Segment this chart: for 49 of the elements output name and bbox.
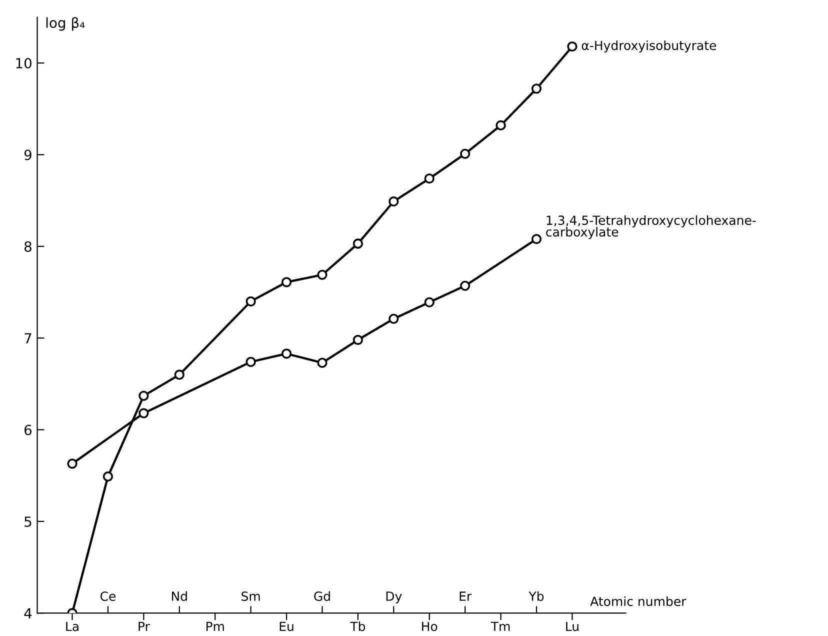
x-tick-label: Er	[460, 592, 472, 601]
x-tick-label: Nd	[172, 591, 187, 601]
y-tick-label: 8	[24, 241, 32, 252]
point	[424, 173, 434, 184]
point	[424, 297, 434, 308]
point	[388, 314, 399, 324]
point	[317, 270, 328, 280]
x-tick-label: Tb	[350, 621, 366, 632]
x-tick-label: Sm	[242, 592, 260, 601]
point	[352, 238, 364, 249]
y-tick-label: 10	[16, 58, 32, 68]
point	[246, 296, 256, 306]
y-tick-label: 6	[24, 424, 32, 436]
x-tick-label: Ce	[100, 592, 116, 601]
point	[138, 390, 149, 401]
y-tick-label: 9	[24, 150, 32, 160]
point	[352, 334, 364, 345]
point	[567, 41, 578, 52]
x-tick-label: Lu	[566, 622, 578, 632]
y-tick-label: 7	[24, 333, 32, 344]
point	[496, 120, 506, 130]
y-tick-label: 5	[24, 516, 32, 527]
x-tick-label: Pr	[138, 622, 150, 631]
point	[174, 370, 184, 380]
point	[102, 471, 114, 482]
x-tick-label: Pm	[206, 622, 224, 631]
series-label: 1,3,4,5-Tetrahydroxycyclohexane- carboxylate	[546, 215, 756, 240]
x-tick-label: Tm	[490, 622, 510, 631]
x-tick-label: La	[66, 622, 78, 632]
point	[246, 356, 256, 367]
x-tick-label: Dy	[386, 592, 402, 604]
point	[281, 348, 292, 359]
point	[67, 458, 78, 469]
point	[460, 280, 470, 291]
point	[317, 358, 328, 368]
point	[388, 196, 399, 207]
y-tick-label: 4	[24, 608, 32, 618]
point	[531, 84, 542, 94]
point	[531, 234, 542, 244]
point	[460, 148, 470, 159]
x-axis-title: Atomic number	[590, 596, 686, 606]
point	[281, 277, 292, 288]
y-axis-title: log β₄	[46, 17, 85, 31]
x-tick-label: Eu	[280, 622, 294, 632]
x-tick-label: Ho	[422, 622, 438, 632]
series-label: α-Hydroxyisobutyrate	[582, 40, 716, 53]
point	[138, 408, 149, 418]
x-tick-label: Gd	[314, 591, 330, 601]
x-tick-label: Yb	[528, 591, 544, 601]
